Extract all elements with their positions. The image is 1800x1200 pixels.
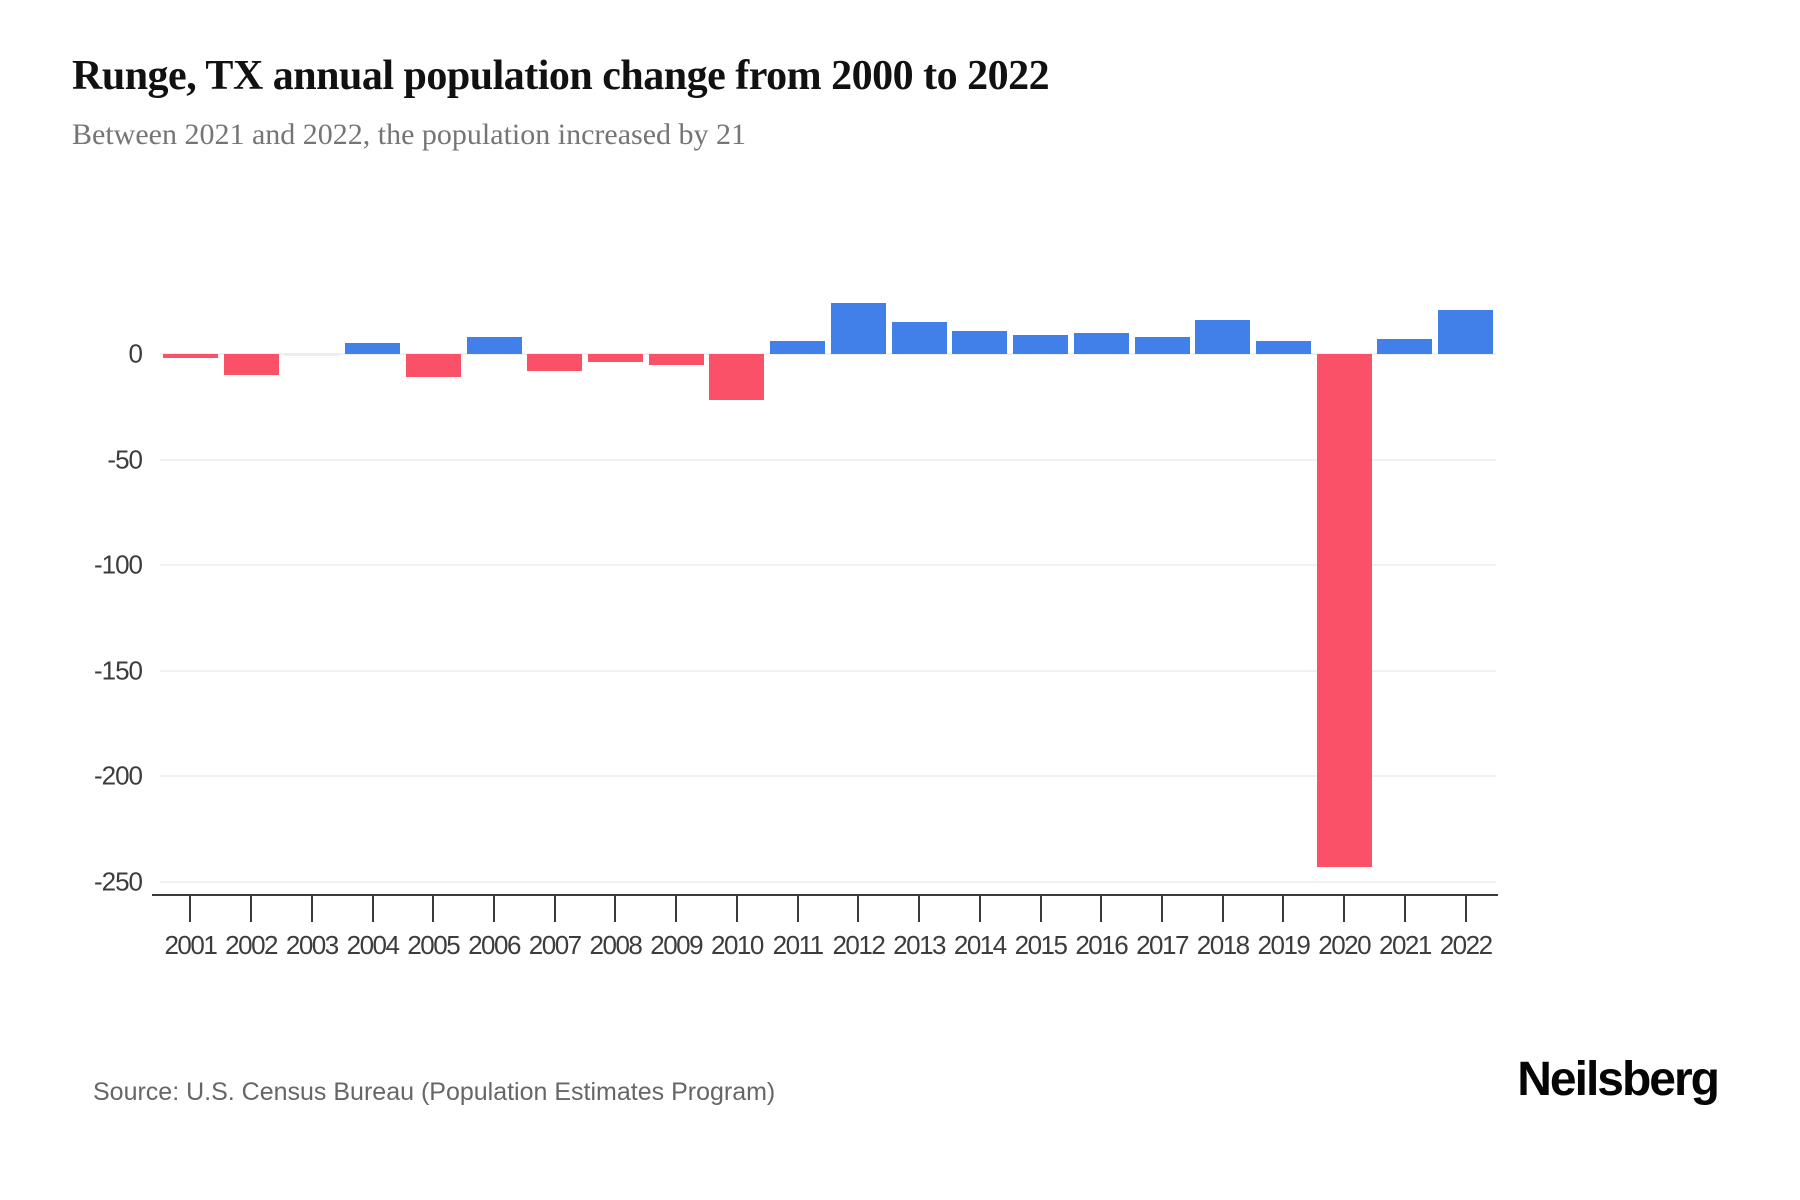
bar-2022	[1438, 309, 1494, 354]
x-axis-label-2021: 2021	[1378, 930, 1432, 960]
x-tick-2004	[371, 896, 374, 922]
x-axis-label-2018: 2018	[1196, 930, 1250, 960]
y-axis-label--100: -100	[93, 549, 143, 580]
x-tick-2016	[1100, 896, 1103, 922]
x-tick-2021	[1403, 896, 1406, 922]
x-tick-2010	[735, 896, 738, 922]
bar-2006	[466, 337, 522, 354]
x-tick-2005	[432, 896, 435, 922]
x-axis-label-2014: 2014	[953, 930, 1007, 960]
gridline--250	[160, 881, 1496, 883]
x-tick-2001	[189, 896, 192, 922]
x-tick-2006	[493, 896, 495, 922]
x-axis-label-2020: 2020	[1318, 930, 1371, 960]
bar-2018	[1195, 320, 1251, 354]
x-tick-2019	[1282, 896, 1285, 922]
x-axis-label-2019: 2019	[1257, 930, 1311, 960]
x-tick-2013	[918, 896, 921, 922]
x-axis-label-2010: 2010	[710, 930, 764, 960]
x-axis-label-2017: 2017	[1136, 930, 1189, 960]
bar-2009	[648, 354, 704, 365]
x-axis-label-2013: 2013	[893, 930, 946, 960]
x-axis-label-2011: 2011	[772, 930, 824, 960]
x-tick-2003	[310, 896, 313, 922]
x-tick-2002	[250, 896, 253, 922]
x-axis-label-2008: 2008	[589, 930, 643, 960]
bar-2016	[1073, 332, 1129, 354]
bar-2015	[1013, 334, 1069, 354]
x-tick-2012	[857, 896, 860, 922]
gridline--200	[160, 775, 1496, 778]
x-tick-2007	[553, 896, 556, 922]
y-axis-label--200: -200	[93, 760, 143, 791]
bar-2001	[162, 354, 218, 359]
bar-chart-plot-area: 0 -50 -100 -150 -200 -250 2001 2002 2003 2004 200…	[94, 230, 1498, 960]
y-axis-label--50: -50	[107, 444, 143, 475]
brand-logo: Neilsberg	[1517, 1053, 1720, 1106]
x-tick-2022	[1464, 896, 1467, 922]
x-axis-label-2004: 2004	[346, 930, 400, 960]
gridline--100	[160, 564, 1496, 567]
x-tick-2011	[796, 896, 799, 922]
x-axis-line	[152, 894, 1498, 896]
x-tick-2014	[978, 896, 981, 922]
bar-2014	[952, 330, 1008, 354]
bar-2002	[223, 354, 279, 376]
x-tick-2009	[675, 896, 678, 922]
bar-2017	[1134, 337, 1190, 354]
x-tick-2017	[1161, 896, 1163, 922]
gridline--50	[160, 458, 1496, 461]
x-axis-label-2006: 2006	[468, 930, 521, 960]
gridline--150	[160, 669, 1496, 672]
x-axis-label-2005: 2005	[407, 930, 460, 960]
x-axis-label-2009: 2009	[650, 930, 703, 960]
bar-2013	[891, 322, 947, 354]
x-tick-2008	[614, 896, 617, 922]
bar-2003	[284, 353, 340, 356]
bar-2011	[770, 341, 826, 354]
x-axis-label-2002: 2002	[225, 930, 278, 960]
bar-2019	[1255, 341, 1311, 354]
x-axis-label-2001: 2001	[164, 930, 217, 960]
bar-2007	[527, 354, 583, 371]
bar-2010	[709, 354, 765, 401]
bar-2021	[1377, 339, 1433, 354]
page-title: Runge, TX annual population change from …	[72, 53, 1050, 99]
x-tick-2015	[1039, 896, 1042, 922]
bar-2020	[1316, 354, 1372, 868]
x-axis-label-2007: 2007	[528, 930, 582, 960]
source-text: Source: U.S. Census Bureau (Population E…	[93, 1078, 776, 1106]
x-axis-label-2022: 2022	[1439, 930, 1493, 960]
y-axis-label--150: -150	[93, 655, 143, 686]
y-axis-label-0: 0	[128, 338, 143, 369]
y-axis-label--250: -250	[93, 866, 143, 897]
x-axis-label-2003: 2003	[285, 930, 339, 960]
bar-2005	[405, 354, 461, 378]
x-axis-label-2015: 2015	[1014, 930, 1068, 960]
page-subtitle: Between 2021 and 2022, the population in…	[72, 118, 747, 151]
x-axis-label-2016: 2016	[1075, 930, 1128, 960]
bar-2012	[830, 303, 886, 354]
bar-2008	[587, 354, 643, 363]
x-tick-2020	[1343, 896, 1346, 922]
gridline-0	[160, 353, 1496, 355]
bar-2004	[345, 343, 401, 354]
x-tick-2018	[1221, 896, 1224, 922]
x-axis-label-2012: 2012	[832, 930, 885, 960]
